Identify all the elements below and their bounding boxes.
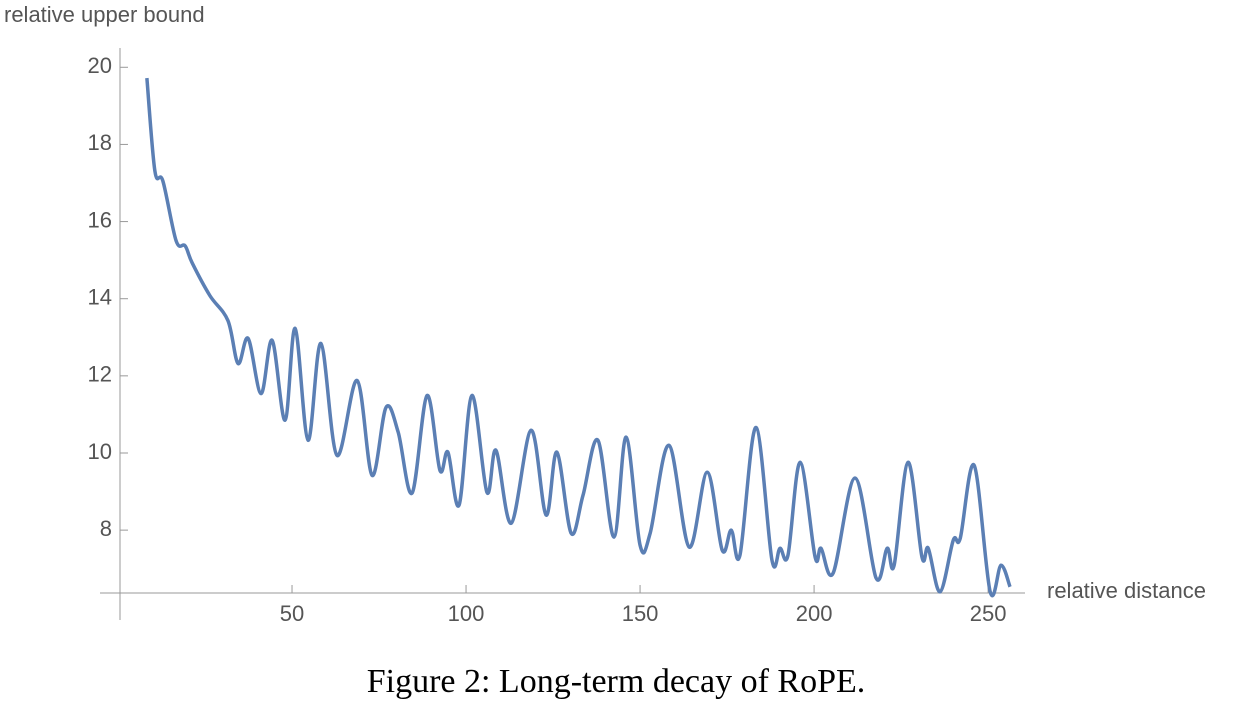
y-tick-label: 12 bbox=[88, 362, 112, 387]
line-series bbox=[145, 77, 1012, 598]
x-tick-label: 200 bbox=[796, 601, 833, 626]
y-tick-label: 16 bbox=[88, 207, 112, 232]
x-tick-label: 50 bbox=[280, 601, 304, 626]
y-tick-label: 14 bbox=[88, 285, 112, 310]
x-tick-label: 100 bbox=[448, 601, 485, 626]
y-axis-label: relative upper bound bbox=[4, 2, 205, 27]
y-tick-label: 8 bbox=[100, 516, 112, 541]
x-axis-label: relative distance bbox=[1047, 578, 1206, 603]
caption: Figure 2: Long-term decay of RoPE. bbox=[367, 663, 866, 700]
y-tick-label: 18 bbox=[88, 130, 112, 155]
y-tick-label: 20 bbox=[88, 53, 112, 78]
x-tick-label: 150 bbox=[622, 601, 659, 626]
y-tick-label: 10 bbox=[88, 439, 112, 464]
x-tick-label: 250 bbox=[970, 601, 1007, 626]
